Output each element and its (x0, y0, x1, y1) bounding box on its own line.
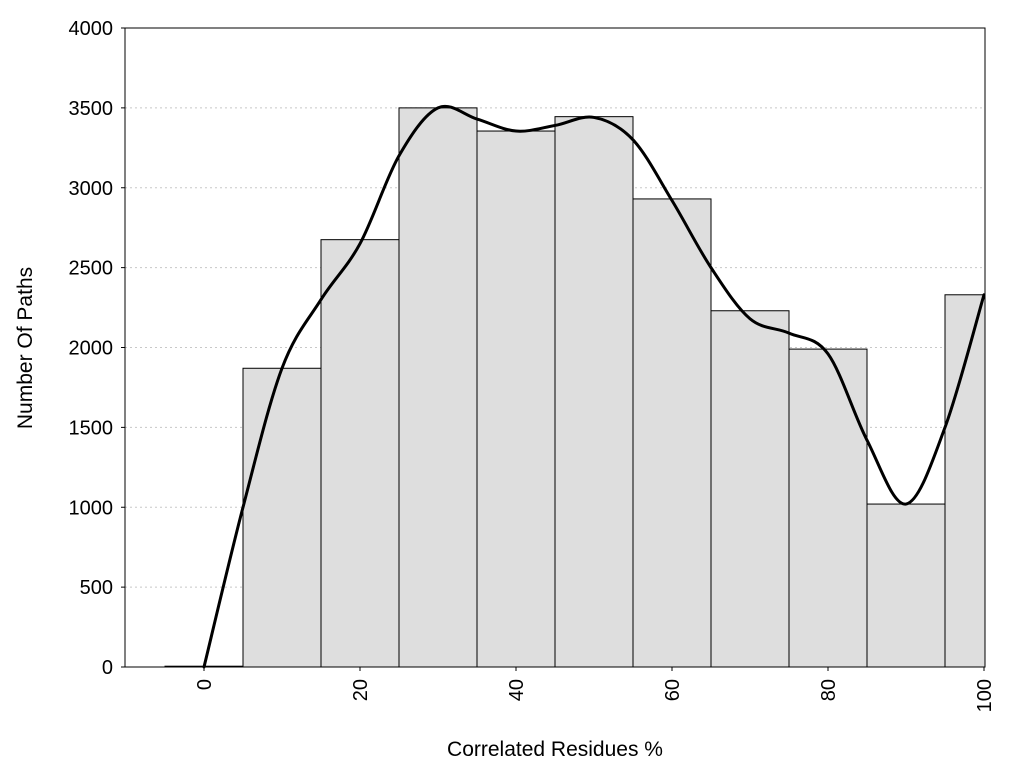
y-tick-label: 0 (102, 657, 113, 679)
x-tick-label: 80 (818, 679, 840, 701)
bar (866, 503, 946, 668)
y-tick-label: 500 (80, 577, 113, 599)
y-tick-label: 4000 (69, 18, 114, 40)
y-tick-label: 2500 (69, 258, 114, 280)
x-tick-label: 20 (350, 679, 372, 701)
x-axis-label: Correlated Residues % (447, 738, 663, 761)
y-tick-label: 2000 (69, 338, 114, 360)
x-tick-label: 100 (974, 679, 996, 712)
bar (320, 239, 400, 668)
bar (476, 130, 556, 668)
x-tick-label: 60 (662, 679, 684, 701)
y-tick-label: 3500 (69, 98, 114, 120)
x-axis: 0 20 40 60 80 100 (194, 667, 996, 712)
bar (944, 294, 986, 668)
y-axis-label: Number Of Paths (14, 267, 37, 429)
smooth-curve-line (202, 104, 986, 669)
y-tick-label: 1000 (69, 497, 114, 519)
y-tick-label: 1500 (69, 417, 114, 439)
bars (164, 107, 986, 668)
bar (242, 367, 322, 668)
x-tick-label: 0 (194, 679, 216, 690)
bar (554, 116, 634, 668)
smooth-curve (202, 104, 986, 669)
bar (788, 348, 868, 668)
x-tick-label: 40 (506, 679, 528, 701)
bar (632, 198, 712, 668)
bar (710, 310, 790, 668)
bar (398, 107, 478, 668)
y-tick-label: 3000 (69, 178, 114, 200)
y-axis: 0 500 1000 1500 2000 2500 3000 3500 4000 (69, 18, 125, 679)
